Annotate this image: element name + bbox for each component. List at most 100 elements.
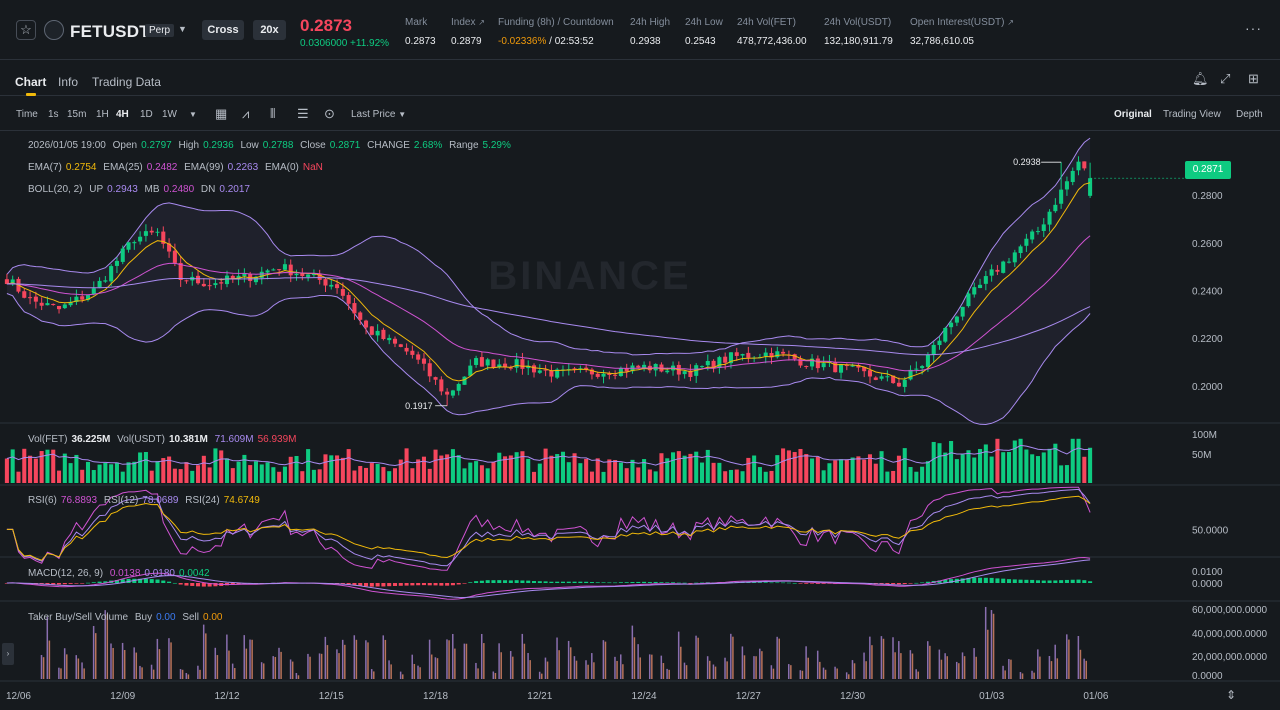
volume-bar (172, 468, 177, 483)
volume-bar (584, 458, 589, 483)
taker-buy-bar (370, 669, 373, 679)
favorite-star-icon[interactable]: ☆ (16, 20, 36, 40)
indicator-icon[interactable]: ⩘ (242, 106, 250, 121)
volume-bar (352, 470, 357, 483)
price-chart-svg[interactable]: BINANCE 0.28000.26000.24000.22000.20000.… (0, 131, 1280, 710)
macd-histogram-bar (45, 583, 50, 585)
candle-body (259, 271, 264, 278)
taker-sell-bar (911, 653, 914, 679)
view-original[interactable]: Original (1114, 109, 1152, 120)
calendar-icon[interactable]: ▦ (215, 106, 228, 121)
tab-info[interactable]: Info (58, 75, 79, 89)
candle-body (196, 275, 201, 284)
candle-body (636, 365, 641, 368)
candle-body (184, 280, 189, 282)
taker-sell-bar (291, 661, 294, 679)
macd-histogram-bar (902, 583, 907, 585)
candle-body (445, 391, 450, 395)
macd-histogram-bar (642, 581, 647, 583)
volume-bar (763, 471, 768, 483)
more-options-icon[interactable]: ··· (1245, 20, 1262, 36)
layout-grid-icon[interactable]: ⊞ (1248, 71, 1259, 86)
interval-1w[interactable]: 1W (162, 109, 177, 120)
macd-histogram-bar (925, 581, 930, 583)
fullscreen-icon[interactable]: ⤢ (1220, 71, 1231, 86)
macd-histogram-bar (1041, 580, 1046, 583)
view-trading-view[interactable]: Trading View (1163, 109, 1221, 120)
taker-buy-bar (1031, 670, 1033, 679)
candle-body (1030, 231, 1035, 240)
taker-sell-bar (900, 653, 902, 679)
candle-body (462, 376, 467, 385)
interval-time[interactable]: Time (16, 109, 38, 120)
interval-4h[interactable]: 4H (116, 109, 129, 120)
volume-bar (676, 451, 681, 483)
date-axis-label: 12/27 (736, 691, 761, 702)
taker-sell-bar (413, 663, 416, 679)
taker-sell-bar (569, 647, 572, 679)
volume-bar (404, 448, 409, 483)
rsi24-line (6, 495, 1091, 561)
taker-buy-bar (591, 653, 593, 679)
taker-buy-bar (133, 647, 135, 679)
taker-sell-bar (390, 664, 392, 679)
volume-bar (954, 459, 959, 483)
volume-bar (109, 464, 114, 483)
candle-body (578, 368, 583, 370)
interval-more-icon[interactable]: ▼ (189, 110, 197, 119)
macd-histogram-bar (624, 582, 629, 583)
volume-bar (1024, 449, 1029, 483)
candle-body (68, 301, 73, 306)
taker-sell-bar (558, 650, 560, 679)
alert-bell-icon[interactable]: 🔔︎ (1192, 71, 1209, 86)
volume-bar (896, 455, 901, 483)
interval-1s[interactable]: 1s (48, 109, 59, 120)
volume-bar (827, 463, 832, 483)
volume-bar (607, 459, 612, 483)
volume-bar (995, 438, 1000, 483)
rsi-axis-label: 50.0000 (1192, 525, 1229, 536)
tab-trading-data[interactable]: Trading Data (92, 75, 161, 89)
volume-bar (387, 471, 392, 483)
stat-index[interactable]: Index ↗ 0.2879 (451, 17, 485, 47)
price-type-select[interactable]: Last Price ▼ (351, 109, 407, 120)
interval-1d[interactable]: 1D (140, 109, 153, 120)
tab-chart[interactable]: Chart (15, 75, 47, 89)
macd-histogram-bar (51, 583, 56, 585)
leverage-button[interactable]: 20x (253, 20, 286, 40)
candle-body (925, 354, 930, 367)
drawing-tool-icon[interactable]: ⊙ (324, 106, 335, 121)
candle-body (474, 358, 479, 365)
candle-body (873, 377, 878, 380)
candle-body (33, 296, 38, 302)
interval-15m[interactable]: 15m (67, 109, 87, 120)
volume-bar (33, 458, 38, 483)
volume-bar (873, 463, 878, 483)
chart-area[interactable]: BINANCE 0.2800 0.2600 0.2400 0.2200 0.2000 0.… (0, 131, 1280, 710)
candle-type-icon[interactable]: ⫴ (270, 106, 276, 121)
macd-histogram-bar (937, 580, 942, 583)
symbol-name[interactable]: FETUSDT (70, 22, 150, 41)
candle-body (132, 242, 137, 244)
collapse-panel-icon[interactable]: › (2, 643, 14, 665)
volume-bar (833, 460, 838, 483)
symbol-dropdown-icon[interactable]: ▼ (178, 24, 187, 34)
margin-mode-button[interactable]: Cross (202, 20, 244, 40)
macd-histogram-bar (1012, 579, 1017, 583)
macd-histogram-bar (815, 583, 820, 584)
view-depth[interactable]: Depth (1236, 109, 1263, 120)
macd-axis-label: 0.0000 (1192, 579, 1223, 590)
taker-sell-bar (228, 650, 230, 679)
candle-body (57, 305, 62, 310)
macd-histogram-bar (57, 583, 62, 585)
candle-body (856, 364, 861, 368)
stat-open-interest[interactable]: Open Interest(USDT) ↗ 32,786,610.05 (910, 17, 1014, 47)
volume-bar (734, 469, 739, 483)
macd-histogram-bar (91, 582, 96, 583)
settings-sliders-icon[interactable]: ☰ (297, 106, 309, 121)
volume-bar (497, 452, 502, 483)
volume-bar (850, 457, 855, 483)
interval-1h[interactable]: 1H (96, 109, 109, 120)
taker-buy-bar (961, 652, 964, 679)
macd-histogram-bar (920, 582, 925, 584)
